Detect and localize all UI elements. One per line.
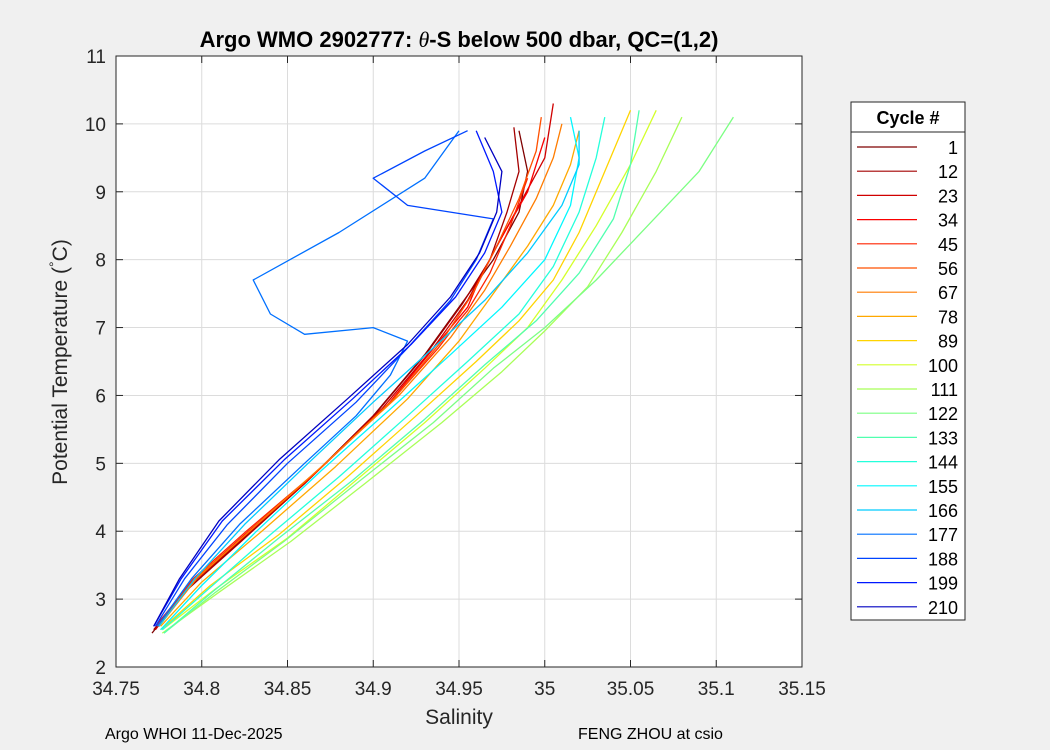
y-tick-label: 3: [95, 590, 106, 611]
footer-right-credit: FENG ZHOU at csio: [578, 726, 723, 743]
legend-label-cycle-67: 67: [938, 283, 958, 303]
y-tick-label: 6: [95, 386, 106, 407]
series-line-cycle-111: [161, 116, 683, 634]
chart-title: Argo WMO 2902777: θ-S below 500 dbar, QC…: [200, 27, 719, 52]
chart-title-theta: θ: [418, 27, 429, 52]
y-axis-label: Potential Temperature (°C): [46, 239, 72, 485]
series-line-cycle-210: [153, 137, 503, 627]
series-line-cycle-67: [158, 123, 563, 627]
legend: Cycle # 1 12 23 34 45 56 67 78 89 100 111 122 133 144…: [850, 101, 966, 621]
legend-label-cycle-133: 133: [928, 428, 958, 448]
y-tick-label: 4: [95, 522, 106, 543]
series-line-cycle-45: [156, 177, 529, 627]
series-line-cycle-12: [153, 127, 520, 631]
y-tick-label: 8: [95, 251, 106, 272]
legend-label-cycle-144: 144: [928, 453, 958, 473]
x-tick-label: 35: [534, 679, 555, 700]
x-axis-label: Salinity: [425, 706, 493, 729]
legend-label-cycle-23: 23: [938, 186, 958, 206]
legend-label-cycle-166: 166: [928, 501, 958, 521]
legend-label-cycle-177: 177: [928, 525, 958, 545]
series-line-cycle-166: [158, 130, 580, 627]
series-line-cycle-100: [161, 110, 657, 631]
legend-label-cycle-122: 122: [928, 404, 958, 424]
y-tick-label: 10: [85, 115, 106, 136]
x-tick-label: 34.85: [264, 679, 312, 700]
legend-label-cycle-89: 89: [938, 332, 958, 352]
legend-label-cycle-155: 155: [928, 477, 958, 497]
y-tick-labels: 2 3 4 5 6 7 8 9 10 11: [85, 47, 107, 679]
x-tick-label: 34.95: [435, 679, 483, 700]
legend-label-cycle-210: 210: [928, 598, 958, 618]
x-tick-label: 35.05: [607, 679, 655, 700]
series-line-cycle-144: [161, 116, 606, 631]
legend-entries: 1 12 23 34 45 56 67 78 89 100 111 122 133 144 155 166 17…: [857, 138, 958, 618]
chart-title-part-1: Argo WMO 2902777:: [200, 27, 419, 52]
axis-ticks: [115, 55, 803, 668]
y-tick-label: 5: [95, 454, 106, 475]
series-line-cycle-89: [160, 110, 632, 631]
series-line-cycle-133: [163, 110, 640, 634]
y-axis-label-part-3: C): [49, 239, 72, 261]
y-tick-label: 11: [86, 47, 106, 68]
x-tick-label: 34.9: [355, 679, 392, 700]
legend-label-cycle-1: 1: [948, 138, 958, 158]
y-tick-label: 7: [95, 319, 106, 340]
series-line-cycle-78: [160, 130, 580, 627]
y-axis-label-part-1: Potential Temperature (: [49, 267, 72, 485]
legend-label-cycle-56: 56: [938, 259, 958, 279]
x-tick-label: 34.75: [92, 679, 140, 700]
y-axis-label-degree: °: [46, 261, 62, 267]
x-tick-label: 35.15: [778, 679, 826, 700]
series-layer: [151, 103, 734, 634]
x-tick-label: 34.8: [183, 679, 220, 700]
legend-label-cycle-188: 188: [928, 549, 958, 569]
legend-title: Cycle #: [876, 108, 939, 128]
x-tick-label: 35.1: [698, 679, 735, 700]
legend-label-cycle-199: 199: [928, 574, 958, 594]
series-line-cycle-155: [160, 116, 580, 631]
series-line-cycle-188: [154, 130, 494, 627]
y-tick-label: 9: [95, 183, 106, 204]
series-line-cycle-177: [156, 130, 460, 627]
series-line-cycle-122: [163, 116, 734, 634]
legend-label-cycle-100: 100: [928, 356, 958, 376]
legend-label-cycle-34: 34: [938, 211, 958, 231]
legend-label-cycle-111: 111: [931, 380, 958, 400]
x-tick-labels: 34.75 34.8 34.85 34.9 34.95 35 35.05 35.1 35.15: [92, 679, 826, 700]
legend-label-cycle-78: 78: [938, 307, 958, 327]
chart-title-part-2: -S below 500 dbar, QC=(1,2): [429, 27, 718, 52]
legend-label-cycle-12: 12: [938, 162, 958, 182]
y-tick-label: 2: [95, 658, 106, 679]
footer-left-credit: Argo WHOI 11-Dec-2025: [105, 726, 283, 743]
legend-label-cycle-45: 45: [938, 235, 958, 255]
